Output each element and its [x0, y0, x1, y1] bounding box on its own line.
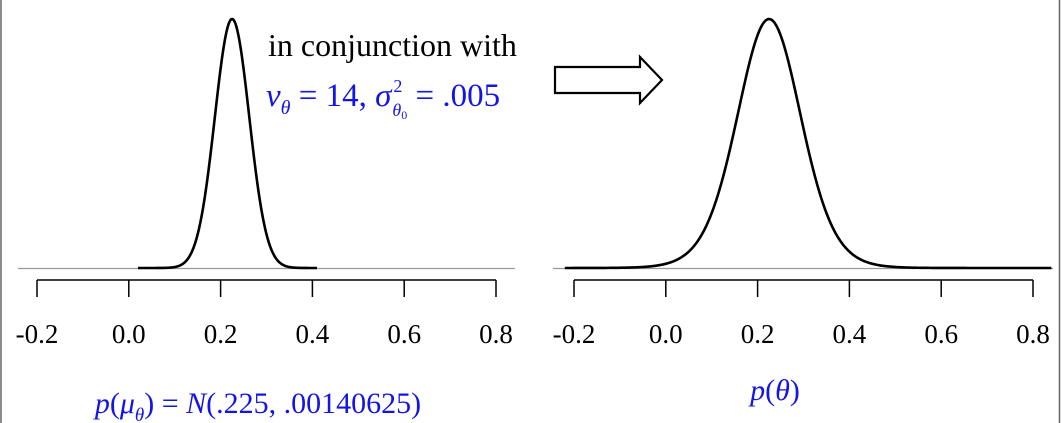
x-axis: -0.2 0.0 0.2 0.4 0.6 0.8: [16, 279, 513, 349]
x-tick-label: 0.4: [833, 319, 867, 349]
annotation-line2: νθ = 14, σ 2 θ0 = .005: [266, 76, 500, 122]
x-axis-label: p(θ): [748, 374, 800, 407]
x-tick-label: 0.0: [649, 319, 683, 349]
x-tick-label: 0.4: [296, 319, 330, 349]
right-arrow-icon: [553, 54, 664, 106]
annotation-line1: in conjunction with: [268, 27, 517, 63]
x-tick-label: 0.2: [204, 319, 238, 349]
density-curve: [137, 17, 318, 270]
x-tick-label: 0.8: [1016, 319, 1050, 349]
x-tick-label: 0.8: [479, 319, 513, 349]
x-axis-label: p(μθ) = N(.225, .00140625): [93, 387, 421, 423]
x-tick-label: 0.6: [924, 319, 958, 349]
prior-mean-panel: -0.2 0.0 0.2 0.4 0.6 0.8 p(μθ) = N(.225, .001…: [16, 17, 515, 423]
x-tick-label: 0.6: [387, 319, 421, 349]
x-tick-label: 0.0: [112, 319, 146, 349]
x-tick-label: -0.2: [553, 319, 596, 349]
x-tick-label: -0.2: [16, 319, 59, 349]
density-curve: [564, 17, 1052, 270]
x-tick-label: 0.2: [741, 319, 775, 349]
x-axis: -0.2 0.0 0.2 0.4 0.6 0.8: [553, 279, 1050, 349]
predictive-panel: -0.2 0.0 0.2 0.4 0.6 0.8 p(θ): [553, 17, 1053, 407]
